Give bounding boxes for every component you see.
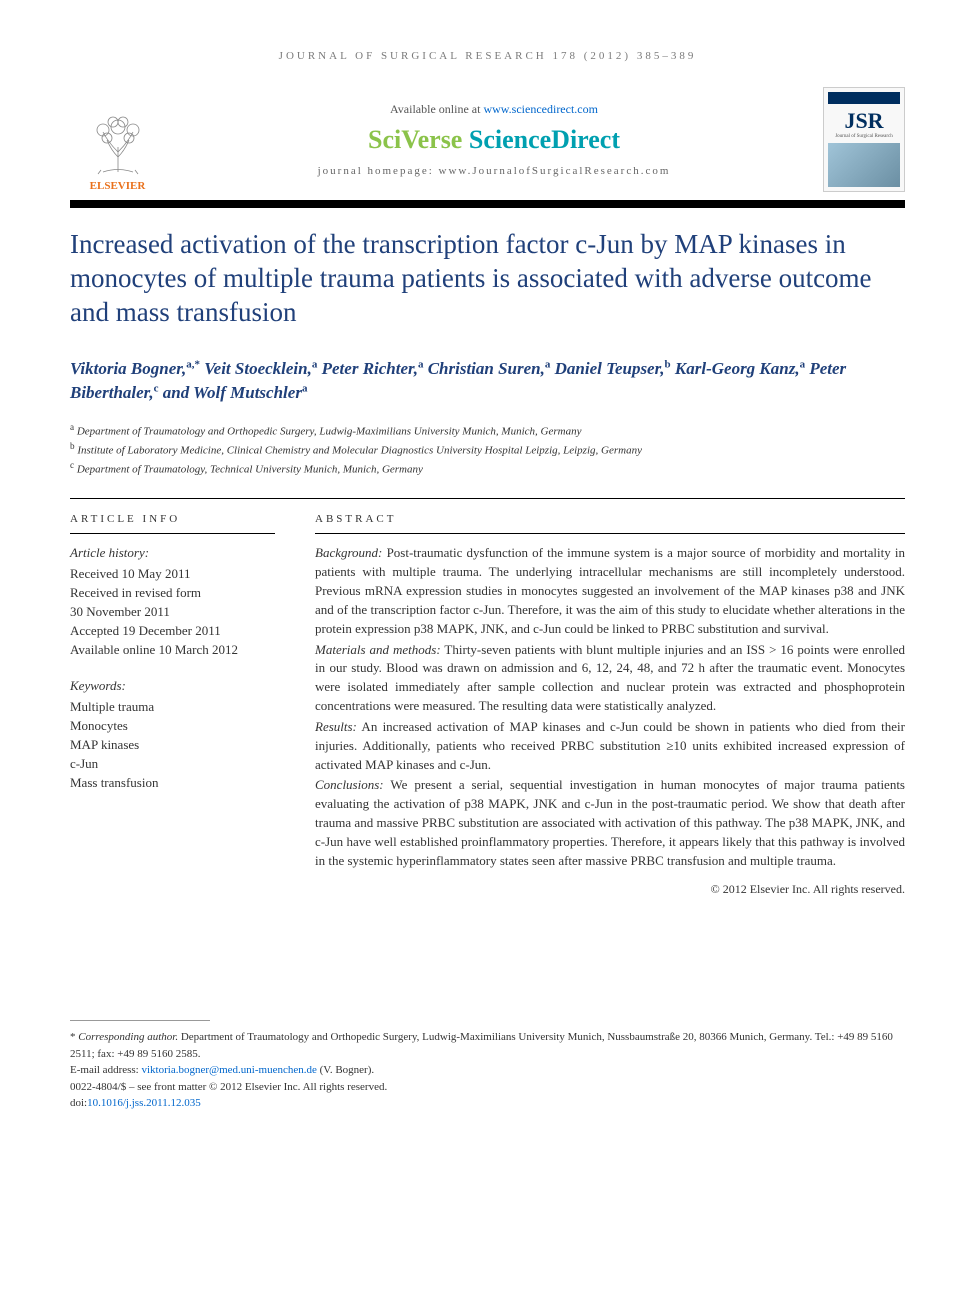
keyword-item: Monocytes — [70, 717, 275, 736]
running-head: JOURNAL OF SURGICAL RESEARCH 178 (2012) … — [70, 50, 905, 62]
sciencedirect-word: ScienceDirect — [469, 125, 620, 154]
history-heading: Article history: — [70, 544, 275, 563]
cover-top-bar — [828, 92, 900, 104]
background-label: Background: — [315, 545, 382, 560]
affiliations-block: a Department of Traumatology and Orthope… — [70, 421, 905, 478]
article-info-heading: ARTICLE INFO — [70, 513, 275, 534]
doi-label: doi: — [70, 1097, 87, 1109]
abstract-methods: Materials and methods: Thirty-seven pati… — [315, 641, 905, 716]
available-text: Available online at — [390, 102, 483, 116]
author-list: Viktoria Bogner,a,* Veit Stoecklein,a Pe… — [70, 357, 905, 405]
affiliation-line: a Department of Traumatology and Orthope… — [70, 421, 905, 440]
abstract-conclusions: Conclusions: We present a serial, sequen… — [315, 776, 905, 870]
doi-line: doi:10.1016/j.jss.2011.12.035 — [70, 1095, 905, 1112]
keyword-item: Mass transfusion — [70, 774, 275, 793]
article-page: JOURNAL OF SURGICAL RESEARCH 178 (2012) … — [0, 0, 975, 1152]
doi-link[interactable]: 10.1016/j.jss.2011.12.035 — [87, 1097, 201, 1109]
keyword-item: c-Jun — [70, 755, 275, 774]
issn-line: 0022-4804/$ – see front matter © 2012 El… — [70, 1079, 905, 1096]
background-text: Post-traumatic dysfunction of the immune… — [315, 545, 905, 635]
methods-label: Materials and methods: — [315, 642, 441, 657]
thick-horizontal-rule — [70, 200, 905, 208]
journal-cover-thumbnail: JSR Journal of Surgical Research — [823, 87, 905, 192]
history-line: Received in revised form — [70, 584, 275, 603]
corr-email-link[interactable]: viktoria.bogner@med.uni-muenchen.de — [141, 1064, 316, 1076]
journal-header: ELSEVIER Available online at www.science… — [70, 87, 905, 192]
cover-subtitle: Journal of Surgical Research — [835, 134, 893, 139]
homepage-url: www.JournalofSurgicalResearch.com — [439, 165, 671, 177]
abstract-background: Background: Post-traumatic dysfunction o… — [315, 544, 905, 638]
header-center: Available online at www.sciencedirect.co… — [185, 102, 803, 177]
platform-brand: SciVerse ScienceDirect — [185, 125, 803, 155]
keyword-item: MAP kinases — [70, 736, 275, 755]
corr-address: Department of Traumatology and Orthopedi… — [70, 1031, 893, 1060]
elsevier-tree-icon — [83, 102, 153, 180]
thin-horizontal-rule — [70, 498, 905, 499]
email-suffix: (V. Bogner). — [317, 1064, 374, 1076]
results-text: An increased activation of MAP kinases a… — [315, 719, 905, 772]
conclusions-text: We present a serial, sequential investig… — [315, 777, 905, 867]
abstract-results: Results: An increased activation of MAP … — [315, 718, 905, 775]
corr-marker: * — [70, 1031, 78, 1043]
results-label: Results: — [315, 719, 357, 734]
affiliation-line: b Institute of Laboratory Medicine, Clin… — [70, 440, 905, 459]
cover-abbrev: JSR — [844, 108, 883, 134]
sciencedirect-link[interactable]: www.sciencedirect.com — [483, 102, 598, 116]
copyright-line: © 2012 Elsevier Inc. All rights reserved… — [315, 881, 905, 898]
article-footer: * Corresponding author. Department of Tr… — [70, 1029, 905, 1112]
available-online-line: Available online at www.sciencedirect.co… — [185, 102, 803, 117]
abstract-heading: ABSTRACT — [315, 513, 905, 534]
cover-image-placeholder — [828, 143, 900, 187]
history-line: Accepted 19 December 2011 — [70, 622, 275, 641]
article-title: Increased activation of the transcriptio… — [70, 228, 905, 329]
homepage-label: journal homepage: — [318, 165, 439, 177]
abstract-body: Background: Post-traumatic dysfunction o… — [315, 544, 905, 898]
corresponding-author: * Corresponding author. Department of Tr… — [70, 1029, 905, 1062]
history-line: Available online 10 March 2012 — [70, 641, 275, 660]
keyword-item: Multiple trauma — [70, 698, 275, 717]
info-abstract-row: ARTICLE INFO Article history: Received 1… — [70, 513, 905, 900]
history-line: 30 November 2011 — [70, 603, 275, 622]
journal-homepage-line: journal homepage: www.JournalofSurgicalR… — [185, 165, 803, 177]
conclusions-label: Conclusions: — [315, 777, 384, 792]
keywords-heading: Keywords: — [70, 677, 275, 696]
affiliation-line: c Department of Traumatology, Technical … — [70, 459, 905, 478]
footer-separator — [70, 1020, 210, 1021]
keywords-block: Keywords: Multiple traumaMonocytesMAP ki… — [70, 677, 275, 792]
abstract-column: ABSTRACT Background: Post-traumatic dysf… — [315, 513, 905, 900]
email-label: E-mail address: — [70, 1064, 141, 1076]
email-line: E-mail address: viktoria.bogner@med.uni-… — [70, 1062, 905, 1079]
article-info-column: ARTICLE INFO Article history: Received 1… — [70, 513, 275, 900]
corr-label: Corresponding author. — [78, 1031, 178, 1043]
sciverse-word: SciVerse — [368, 125, 469, 154]
publisher-logo: ELSEVIER — [70, 87, 165, 192]
publisher-name: ELSEVIER — [90, 180, 146, 192]
history-line: Received 10 May 2011 — [70, 565, 275, 584]
article-history: Article history: Received 10 May 2011Rec… — [70, 544, 275, 659]
